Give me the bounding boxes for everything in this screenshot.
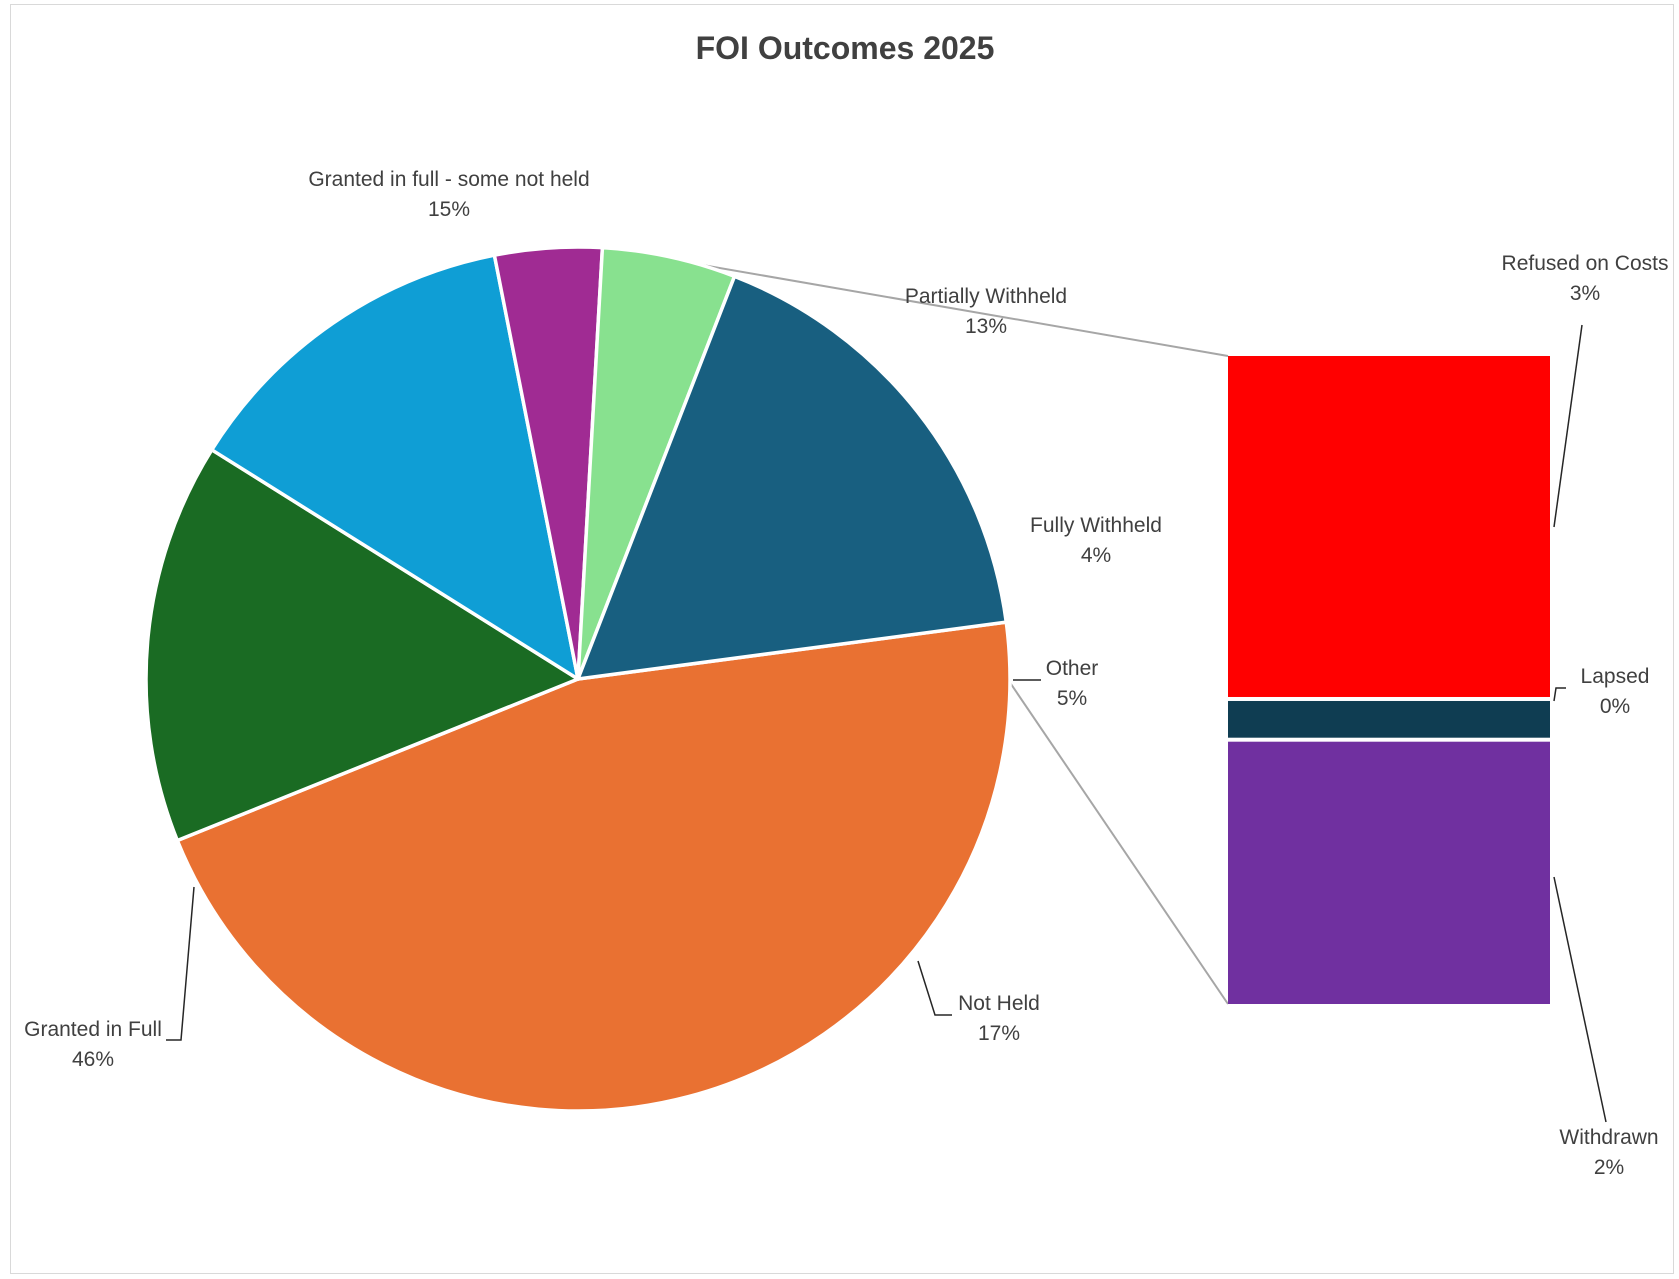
data-label-percent: 46% bbox=[72, 1048, 114, 1071]
pie bbox=[144, 245, 1012, 1113]
data-label-partially-withheld: Partially Withheld 13% bbox=[905, 285, 1067, 338]
data-label-category: Partially Withheld bbox=[905, 285, 1067, 308]
data-label-category: Withdrawn bbox=[1559, 1126, 1658, 1149]
pie-slice-granted-in-full bbox=[175, 620, 1012, 1113]
data-label-category: Not Held bbox=[958, 992, 1040, 1015]
data-label-refused-on-costs: Refused on Costs 3% bbox=[1502, 252, 1669, 305]
leader-line-withdrawn bbox=[1553, 876, 1607, 1123]
data-label-percent: 15% bbox=[428, 198, 470, 221]
data-label-percent: 4% bbox=[1081, 544, 1111, 567]
bar-segment-withdrawn bbox=[1228, 741, 1550, 1004]
data-label-percent: 0% bbox=[1600, 695, 1630, 718]
data-label-percent: 5% bbox=[1057, 687, 1087, 710]
data-label-percent: 17% bbox=[978, 1022, 1020, 1045]
data-label-category: Refused on Costs bbox=[1502, 252, 1669, 275]
data-labels: Granted in Full 46% Granted in full - some… bbox=[24, 168, 1668, 1179]
data-label-fully-withheld: Fully Withheld 4% bbox=[1030, 514, 1162, 567]
data-label-percent: 2% bbox=[1594, 1156, 1624, 1179]
bar-segment-lapsed bbox=[1228, 700, 1550, 738]
data-label-granted-in-full: Granted in Full 46% bbox=[24, 1018, 162, 1071]
pie-slice-not-held bbox=[576, 274, 1008, 681]
data-label-category: Granted in Full bbox=[24, 1018, 162, 1041]
data-label-category: Lapsed bbox=[1581, 665, 1650, 688]
chart-title: FOI Outcomes 2025 bbox=[696, 30, 995, 66]
leader-lines bbox=[166, 324, 1607, 1123]
secondary-bar bbox=[1228, 356, 1550, 1004]
leader-line-granted-in-full bbox=[166, 886, 195, 1041]
data-label-category: Other bbox=[1046, 657, 1099, 680]
bar-segment-refused-on-costs bbox=[1228, 356, 1550, 697]
data-label-not-held: Not Held 17% bbox=[958, 992, 1040, 1045]
pie-slice-granted-in-full-some-not-held bbox=[144, 448, 580, 843]
data-label-category: Granted in full - some not held bbox=[308, 168, 589, 191]
data-label-granted-in-full-some-not-held: Granted in full - some not held 15% bbox=[308, 168, 589, 221]
leader-line-not-held bbox=[917, 960, 952, 1016]
data-label-other: Other 5% bbox=[1046, 657, 1099, 710]
leader-line-refused-on-costs bbox=[1553, 324, 1583, 528]
leader-line-lapsed bbox=[1553, 687, 1566, 702]
data-label-lapsed: Lapsed 0% bbox=[1581, 665, 1650, 718]
data-label-withdrawn: Withdrawn 2% bbox=[1559, 1126, 1658, 1179]
data-label-percent: 13% bbox=[965, 315, 1007, 338]
data-label-percent: 3% bbox=[1570, 282, 1600, 305]
pie-slice-partially-withheld bbox=[210, 253, 580, 681]
data-label-category: Fully Withheld bbox=[1030, 514, 1162, 537]
